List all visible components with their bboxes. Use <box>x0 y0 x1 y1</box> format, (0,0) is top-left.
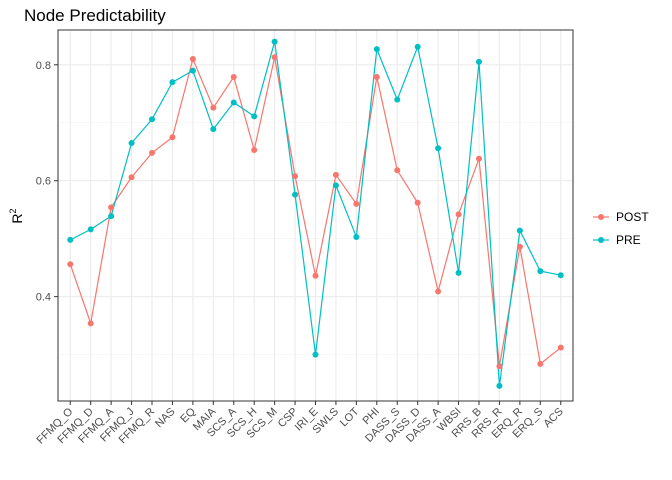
data-point-post <box>128 174 135 181</box>
data-point-pre <box>414 43 421 50</box>
data-point-post <box>475 155 482 162</box>
data-point-pre <box>496 382 503 389</box>
legend-label: POST <box>616 210 649 224</box>
data-point-post <box>455 211 462 218</box>
data-point-pre <box>230 99 237 106</box>
data-point-pre <box>210 126 217 133</box>
data-point-pre <box>108 213 115 220</box>
data-point-post <box>435 288 442 295</box>
data-point-post <box>292 173 299 180</box>
x-tick-label: ACS <box>541 406 565 430</box>
data-point-post <box>169 134 176 141</box>
data-point-post <box>108 204 115 211</box>
data-point-pre <box>455 269 462 276</box>
data-point-post <box>353 200 360 207</box>
data-point-post <box>230 73 237 80</box>
data-point-post <box>149 149 156 156</box>
chart-legend: POST PRE <box>593 210 649 247</box>
x-tick-label: LOT <box>338 405 362 429</box>
x-tick-label: NAS <box>153 406 177 430</box>
data-point-pre <box>557 272 564 279</box>
y-tick-label: 0.8 <box>36 60 51 72</box>
chart-title: Node Predictability <box>24 6 166 25</box>
data-point-pre <box>67 236 74 243</box>
data-point-pre <box>516 227 523 234</box>
y-axis: 0.4 0.6 0.8 <box>36 60 58 304</box>
data-point-post <box>537 360 544 367</box>
y-axis-title-superscript: 2 <box>8 208 18 213</box>
data-point-post <box>67 261 74 268</box>
data-point-pre <box>537 268 544 275</box>
data-point-post <box>373 73 380 80</box>
data-point-pre <box>475 58 482 65</box>
y-axis-title-text: R <box>9 213 25 223</box>
data-point-post <box>516 243 523 250</box>
y-tick-label: 0.6 <box>36 176 51 188</box>
data-point-pre <box>435 145 442 152</box>
data-point-pre <box>169 79 176 86</box>
data-point-post <box>271 54 278 61</box>
data-point-post <box>332 171 339 178</box>
data-point-post <box>87 320 94 327</box>
data-point-post <box>210 104 217 111</box>
data-point-pre <box>353 233 360 240</box>
legend-key-point <box>598 237 604 243</box>
data-point-pre <box>271 38 278 45</box>
data-point-pre <box>292 191 299 198</box>
data-point-pre <box>312 351 319 358</box>
data-point-post <box>414 199 421 206</box>
data-point-pre <box>149 116 156 123</box>
data-point-pre <box>394 96 401 103</box>
y-tick-label: 0.4 <box>36 292 51 304</box>
major-grid-lines <box>58 30 573 401</box>
data-point-pre <box>332 182 339 189</box>
data-point-pre <box>128 140 135 147</box>
data-point-post <box>189 55 196 62</box>
data-point-pre <box>87 226 94 233</box>
data-point-post <box>557 344 564 351</box>
legend-key-point <box>598 214 604 220</box>
data-point-pre <box>373 46 380 53</box>
data-point-pre <box>251 113 258 120</box>
data-point-pre <box>189 67 196 74</box>
y-axis-title: R2 <box>8 208 25 223</box>
data-point-post <box>496 363 503 370</box>
legend-label: PRE <box>616 233 641 247</box>
data-point-post <box>251 146 258 153</box>
data-point-post <box>312 272 319 279</box>
series-points <box>67 38 564 389</box>
data-point-post <box>394 167 401 174</box>
